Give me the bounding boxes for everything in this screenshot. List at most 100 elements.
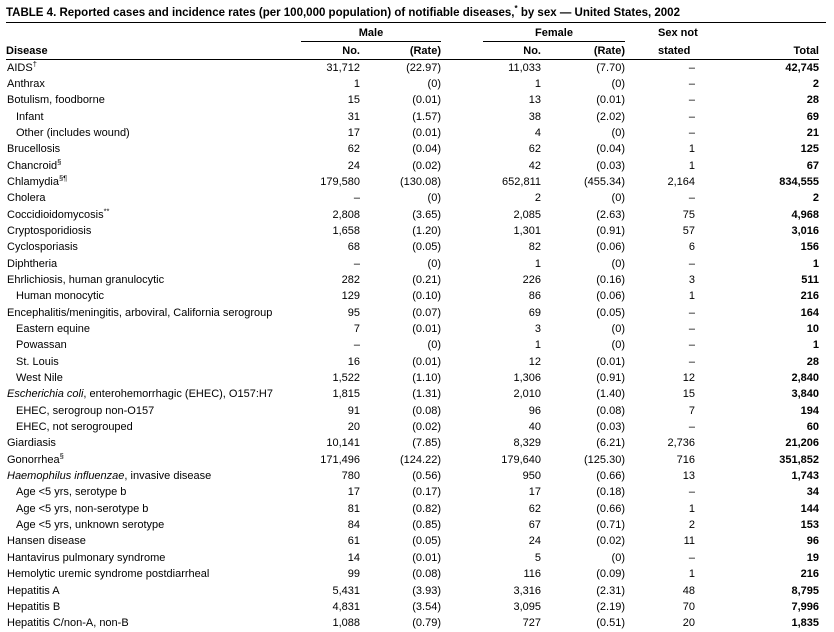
male-rate-cell: (0.01)	[412, 355, 441, 368]
sex-not-stated-cell: 1	[688, 143, 695, 156]
male-rate-cell: (0.56)	[412, 470, 441, 483]
female-rate-cell: (0.03)	[596, 159, 625, 172]
female-no-cell: 1	[534, 77, 541, 90]
female-no-cell: 96	[528, 404, 541, 417]
table-row: St. Louis 16 (0.01) 12 (0.01) – 28	[6, 354, 819, 370]
spacer-cell	[6, 23, 301, 42]
male-rate-cell: (0.05)	[412, 535, 441, 548]
table-row: Cholera – (0) 2 (0) – 2	[6, 190, 819, 206]
total-column-header: Total	[695, 42, 819, 60]
female-rate-cell: (0.66)	[596, 470, 625, 483]
male-rate-cell: (0.17)	[412, 486, 441, 499]
female-rate-cell: (0.18)	[596, 486, 625, 499]
female-rate-cell: (125.30)	[584, 453, 625, 466]
table-row: EHEC, serogroup non-O157 91 (0.08) 96 (0.08)…	[6, 403, 819, 419]
sex-not-stated-cell: 11	[683, 535, 695, 548]
male-rate-cell: (0.79)	[412, 617, 441, 630]
female-no-cell: 1	[534, 257, 541, 270]
male-no-cell: 17	[347, 486, 360, 499]
male-rate-cell: (0.08)	[412, 568, 441, 581]
sex-not-stated-cell: –	[688, 486, 695, 499]
table-row: Cryptosporidiosis 1,658 (1.20) 1,301 (0.91) 5…	[6, 223, 819, 239]
total-cell: 1,743	[791, 470, 819, 483]
sex-not-stated-cell: –	[688, 355, 695, 368]
table-title-rest: by sex — United States, 2002	[517, 7, 680, 19]
group-header-row: Male Female Sex not	[6, 23, 819, 42]
male-rate-cell: (0.10)	[412, 290, 441, 303]
male-no-cell: 5,431	[332, 584, 360, 597]
disease-name-cell: Ehrlichiosis, human granulocytic	[7, 273, 165, 286]
female-no-cell: 1,301	[513, 224, 541, 237]
male-rate-cell: (0)	[427, 257, 441, 270]
male-no-cell: 2,808	[332, 208, 360, 221]
disease-name-cell: Haemophilus influenzae, invasive disease	[7, 470, 212, 483]
male-rate-cell: (1.20)	[412, 224, 441, 237]
disease-name-cell: Chancroid§	[7, 157, 62, 172]
female-no-cell: 38	[528, 110, 541, 123]
male-no-cell: 1,522	[332, 372, 360, 385]
male-no-cell: 780	[341, 470, 360, 483]
disease-name-cell: Age <5 yrs, serotype b	[16, 486, 127, 499]
table-row: Escherichia coli, enterohemorrhagic (EHE…	[6, 386, 819, 402]
sex-not-stated-cell: –	[688, 257, 695, 270]
total-cell: 67	[806, 159, 819, 172]
total-cell: 34	[806, 486, 819, 499]
total-cell: 3,016	[791, 224, 819, 237]
male-rate-cell: (0.05)	[412, 241, 441, 254]
disease-name-cell: Other (includes wound)	[16, 126, 130, 139]
table-row: Botulism, foodborne 15 (0.01) 13 (0.01) – 28	[6, 92, 819, 108]
male-no-cell: 31,712	[326, 61, 360, 74]
total-cell: 351,852	[779, 453, 819, 466]
total-cell: 2	[812, 77, 819, 90]
total-cell: 125	[800, 143, 819, 156]
disease-name-cell: Infant	[16, 110, 44, 123]
disease-name-cell: Chlamydia§¶	[7, 173, 68, 188]
female-rate-cell: (0.01)	[596, 355, 625, 368]
male-no-cell: 7	[353, 323, 360, 335]
male-rate-cell: (3.54)	[412, 600, 441, 613]
sex-not-stated-cell: –	[688, 192, 695, 205]
sex-not-stated-cell: –	[688, 61, 695, 74]
female-no-cell: 3	[534, 323, 541, 335]
female-rate-cell: (0)	[611, 257, 625, 270]
female-rate-cell: (0.09)	[596, 568, 625, 581]
male-no-cell: 4,831	[332, 600, 360, 613]
female-group-header-cell: Female	[441, 23, 625, 42]
male-no-cell: 14	[347, 551, 360, 564]
disease-name-cell: St. Louis	[16, 355, 59, 368]
female-no-cell: 69	[528, 306, 541, 319]
male-rate-cell: (0.01)	[412, 94, 441, 107]
female-no-cell: 17	[528, 486, 541, 499]
female-rate-cell: (0.91)	[596, 372, 625, 385]
female-rate-cell: (0)	[611, 77, 625, 90]
female-rate-cell: (6.21)	[596, 437, 625, 450]
male-no-cell: 99	[347, 568, 360, 581]
total-cell: 216	[800, 568, 819, 581]
table-row: Giardiasis 10,141 (7.85) 8,329 (6.21) 2,736 21…	[6, 435, 819, 451]
table-row: Diphtheria – (0) 1 (0) – 1	[6, 256, 819, 272]
sex-not-stated-cell: –	[688, 77, 695, 90]
total-cell: 69	[806, 110, 819, 123]
female-rate-cell: (0)	[611, 126, 625, 139]
female-rate-cell: (0.08)	[596, 404, 625, 417]
sex-not-stated-cell: 12	[682, 372, 695, 385]
sex-not-stated-cell: –	[688, 110, 695, 123]
total-cell: 4,968	[791, 208, 819, 221]
title-footnote-asterisk: *	[514, 4, 518, 14]
sex-not-stated-cell: –	[688, 421, 695, 434]
male-no-cell: 24	[347, 159, 360, 172]
total-cell: 194	[800, 404, 819, 417]
sex-not-stated-cell: 1	[688, 568, 695, 581]
total-cell: 156	[800, 241, 819, 254]
table-row: Other (includes wound) 17 (0.01) 4 (0) – 21	[6, 125, 819, 141]
sex-not-stated-cell: 1	[688, 502, 695, 515]
disease-name-cell: Cholera	[7, 192, 46, 205]
female-no-cell: 727	[522, 617, 541, 630]
female-rate-cell: (0.02)	[596, 535, 625, 548]
total-cell: 3,840	[791, 388, 819, 401]
male-no-cell: 81	[347, 502, 360, 515]
female-rate-cell: (455.34)	[584, 175, 625, 188]
male-rate-cell: (1.57)	[412, 110, 441, 123]
male-no-cell: 1,088	[332, 617, 360, 630]
table-row: Gonorrhea§ 171,496 (124.22) 179,640 (125.30)…	[6, 452, 819, 468]
